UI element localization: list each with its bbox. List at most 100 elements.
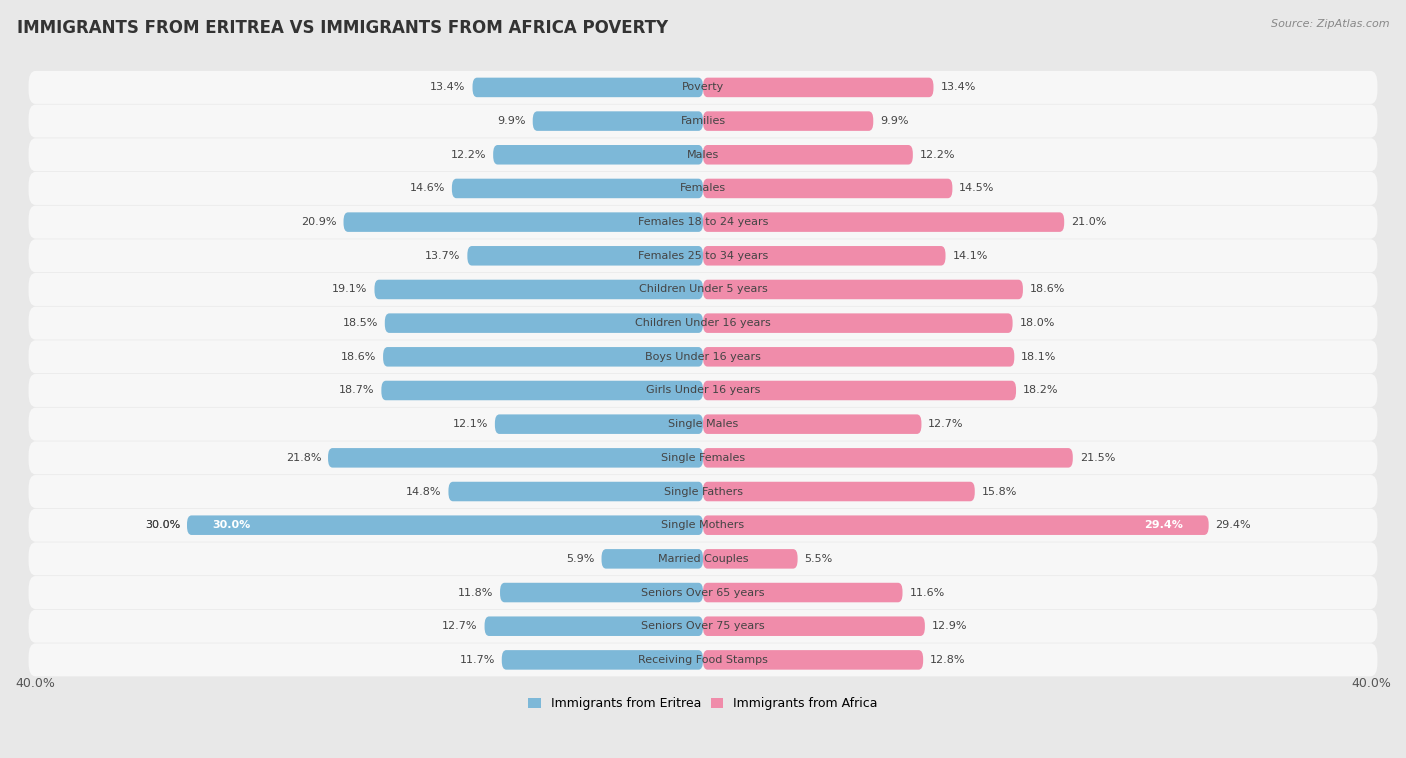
Text: IMMIGRANTS FROM ERITREA VS IMMIGRANTS FROM AFRICA POVERTY: IMMIGRANTS FROM ERITREA VS IMMIGRANTS FR… [17,19,668,37]
FancyBboxPatch shape [28,576,1378,609]
Text: 40.0%: 40.0% [1351,677,1391,690]
FancyBboxPatch shape [703,246,945,265]
Text: 29.4%: 29.4% [1216,520,1251,530]
Text: 19.1%: 19.1% [332,284,367,294]
Text: 14.6%: 14.6% [409,183,446,193]
Text: 5.5%: 5.5% [804,554,832,564]
FancyBboxPatch shape [703,77,934,97]
FancyBboxPatch shape [28,105,1378,138]
Text: 18.6%: 18.6% [340,352,377,362]
FancyBboxPatch shape [501,583,703,603]
Text: Families: Families [681,116,725,126]
Text: 18.6%: 18.6% [1029,284,1066,294]
Text: Boys Under 16 years: Boys Under 16 years [645,352,761,362]
Text: 11.7%: 11.7% [460,655,495,665]
Text: 5.9%: 5.9% [567,554,595,564]
FancyBboxPatch shape [28,340,1378,374]
Text: Males: Males [688,150,718,160]
FancyBboxPatch shape [28,71,1378,104]
FancyBboxPatch shape [703,415,921,434]
FancyBboxPatch shape [703,280,1024,299]
FancyBboxPatch shape [381,381,703,400]
Text: 13.4%: 13.4% [941,83,976,92]
Text: Single Mothers: Single Mothers [661,520,745,530]
FancyBboxPatch shape [703,650,924,669]
Text: 12.2%: 12.2% [920,150,955,160]
FancyBboxPatch shape [533,111,703,131]
FancyBboxPatch shape [703,549,797,568]
FancyBboxPatch shape [703,515,1209,535]
FancyBboxPatch shape [467,246,703,265]
Text: 11.6%: 11.6% [910,587,945,597]
Text: 21.5%: 21.5% [1080,453,1115,463]
Text: 9.9%: 9.9% [880,116,908,126]
Text: 12.1%: 12.1% [453,419,488,429]
FancyBboxPatch shape [28,441,1378,475]
Text: Girls Under 16 years: Girls Under 16 years [645,386,761,396]
FancyBboxPatch shape [472,77,703,97]
FancyBboxPatch shape [28,172,1378,205]
Text: Source: ZipAtlas.com: Source: ZipAtlas.com [1271,19,1389,29]
FancyBboxPatch shape [703,347,1014,367]
FancyBboxPatch shape [703,179,952,198]
FancyBboxPatch shape [703,381,1017,400]
FancyBboxPatch shape [28,273,1378,306]
FancyBboxPatch shape [382,347,703,367]
Text: Receiving Food Stamps: Receiving Food Stamps [638,655,768,665]
FancyBboxPatch shape [28,644,1378,676]
FancyBboxPatch shape [385,313,703,333]
Text: 18.1%: 18.1% [1021,352,1056,362]
Text: 21.0%: 21.0% [1071,217,1107,227]
FancyBboxPatch shape [187,515,703,535]
FancyBboxPatch shape [485,616,703,636]
Text: Seniors Over 75 years: Seniors Over 75 years [641,622,765,631]
Text: 13.4%: 13.4% [430,83,465,92]
Text: 18.5%: 18.5% [343,318,378,328]
Text: Children Under 16 years: Children Under 16 years [636,318,770,328]
FancyBboxPatch shape [28,475,1378,508]
FancyBboxPatch shape [703,145,912,164]
Text: Females: Females [681,183,725,193]
Text: 18.7%: 18.7% [339,386,374,396]
Text: Single Males: Single Males [668,419,738,429]
FancyBboxPatch shape [703,313,1012,333]
Text: 18.2%: 18.2% [1024,386,1059,396]
Text: 30.0%: 30.0% [145,520,180,530]
Text: 29.4%: 29.4% [1144,520,1182,530]
Text: 12.9%: 12.9% [932,622,967,631]
Text: 12.2%: 12.2% [451,150,486,160]
FancyBboxPatch shape [703,111,873,131]
Text: 14.1%: 14.1% [952,251,988,261]
Text: Married Couples: Married Couples [658,554,748,564]
FancyBboxPatch shape [28,609,1378,643]
Text: 15.8%: 15.8% [981,487,1017,496]
FancyBboxPatch shape [703,212,1064,232]
FancyBboxPatch shape [28,307,1378,340]
Text: 13.7%: 13.7% [425,251,461,261]
Text: 21.8%: 21.8% [285,453,321,463]
FancyBboxPatch shape [703,448,1073,468]
Text: Single Fathers: Single Fathers [664,487,742,496]
Text: 12.8%: 12.8% [929,655,966,665]
FancyBboxPatch shape [28,240,1378,272]
FancyBboxPatch shape [328,448,703,468]
FancyBboxPatch shape [502,650,703,669]
FancyBboxPatch shape [451,179,703,198]
Text: Females 25 to 34 years: Females 25 to 34 years [638,251,768,261]
FancyBboxPatch shape [703,482,974,501]
Text: 12.7%: 12.7% [441,622,478,631]
Text: Single Females: Single Females [661,453,745,463]
Legend: Immigrants from Eritrea, Immigrants from Africa: Immigrants from Eritrea, Immigrants from… [523,692,883,715]
Text: 30.0%: 30.0% [145,520,180,530]
Text: 14.8%: 14.8% [406,487,441,496]
Text: 12.7%: 12.7% [928,419,965,429]
FancyBboxPatch shape [28,205,1378,239]
Text: 14.5%: 14.5% [959,183,994,193]
FancyBboxPatch shape [374,280,703,299]
Text: 20.9%: 20.9% [301,217,336,227]
FancyBboxPatch shape [28,408,1378,440]
FancyBboxPatch shape [28,543,1378,575]
Text: 18.0%: 18.0% [1019,318,1054,328]
Text: 40.0%: 40.0% [15,677,55,690]
FancyBboxPatch shape [602,549,703,568]
